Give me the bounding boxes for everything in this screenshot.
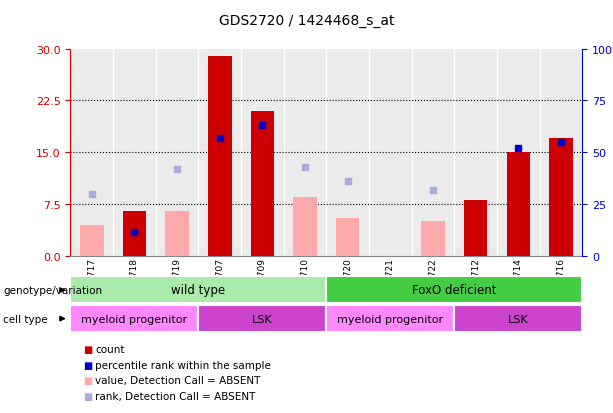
- Bar: [70, 50, 113, 256]
- Text: myeloid progenitor: myeloid progenitor: [82, 314, 188, 324]
- Bar: [208, 57, 232, 256]
- Text: ■: ■: [83, 391, 92, 401]
- Bar: [506, 153, 530, 256]
- Text: FoxO deficient: FoxO deficient: [412, 284, 497, 297]
- Bar: [454, 50, 497, 256]
- Text: LSK: LSK: [252, 314, 273, 324]
- Text: myeloid progenitor: myeloid progenitor: [337, 314, 443, 324]
- Bar: [70, 277, 327, 304]
- Bar: [327, 50, 369, 256]
- Bar: [123, 211, 147, 256]
- Text: cell type: cell type: [3, 314, 48, 324]
- Bar: [294, 197, 317, 256]
- Text: count: count: [95, 344, 124, 354]
- Text: ■: ■: [83, 375, 92, 385]
- Text: genotype/variation: genotype/variation: [3, 285, 102, 295]
- Bar: [199, 50, 241, 256]
- Bar: [241, 50, 284, 256]
- Text: rank, Detection Call = ABSENT: rank, Detection Call = ABSENT: [95, 391, 256, 401]
- Text: value, Detection Call = ABSENT: value, Detection Call = ABSENT: [95, 375, 261, 385]
- Bar: [454, 306, 582, 332]
- Bar: [327, 277, 582, 304]
- Bar: [166, 211, 189, 256]
- Bar: [464, 201, 487, 256]
- Text: ■: ■: [83, 344, 92, 354]
- Bar: [421, 222, 445, 256]
- Bar: [113, 50, 156, 256]
- Bar: [497, 50, 539, 256]
- Bar: [80, 225, 104, 256]
- Bar: [284, 50, 327, 256]
- Bar: [549, 139, 573, 256]
- Bar: [70, 306, 199, 332]
- Bar: [412, 50, 454, 256]
- Text: LSK: LSK: [508, 314, 528, 324]
- Text: wild type: wild type: [172, 284, 226, 297]
- Bar: [156, 50, 199, 256]
- Bar: [251, 112, 274, 256]
- Bar: [327, 306, 454, 332]
- Bar: [539, 50, 582, 256]
- Text: GDS2720 / 1424468_s_at: GDS2720 / 1424468_s_at: [219, 14, 394, 28]
- Text: ■: ■: [83, 360, 92, 370]
- Text: percentile rank within the sample: percentile rank within the sample: [95, 360, 271, 370]
- Bar: [369, 50, 412, 256]
- Bar: [199, 306, 327, 332]
- Bar: [336, 218, 359, 256]
